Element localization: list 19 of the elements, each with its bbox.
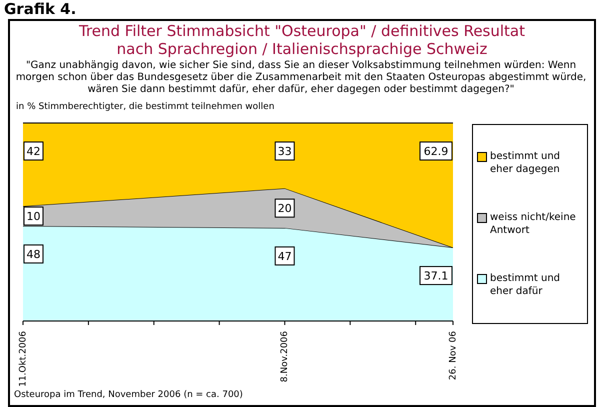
data-label: 10 (26, 210, 40, 224)
legend-label: weiss nicht/keine Antwort (490, 210, 577, 237)
text: Osteuropa im Trend, November 2006 (n = ca. 700) (14, 390, 243, 400)
data-label: 47 (278, 250, 292, 263)
data-label: 42 (26, 145, 40, 158)
legend-label: bestimmt und eher dafür (490, 272, 562, 298)
x-tick-label: 26. Nov 06 (448, 330, 458, 380)
data-label: 62.9 (424, 145, 448, 158)
chart-title: Trend Filter Stimmabsicht "Osteuropa" / definitives Resultat nach Sprachregion / Italienischsprachige Schweiz (78, 22, 526, 58)
legend-label: bestimmt und eher dagegen (490, 150, 562, 176)
data-label: 48 (26, 248, 40, 261)
x-tick-label: 8.Nov.2006 (280, 330, 290, 382)
data-label: 33 (278, 145, 292, 158)
data-label: 20 (278, 202, 292, 216)
x-tick-label: 11.Okt.2006 (18, 330, 28, 387)
text: Grafik 4. (4, 0, 76, 18)
data-label: 37.1 (424, 270, 448, 283)
chart-subtitle: "Ganz unabhängig davon, wie sicher Sie sind, dass Sie an dieser Volksabstimmung teilnehmen würden: Wenn morgen schon über das Bundesgesetz über die Zusammenarbeit mit den Staaten Osteuropas abgestimmt würde, wären Sie dann bestimmt dafür, eher dafür, eher dagegen oder bestimmt dagegen?" (14, 60, 588, 96)
y-axis-title: in % Stimmberechtigter, die bestimmt teilnehmen wollen (16, 102, 274, 112)
